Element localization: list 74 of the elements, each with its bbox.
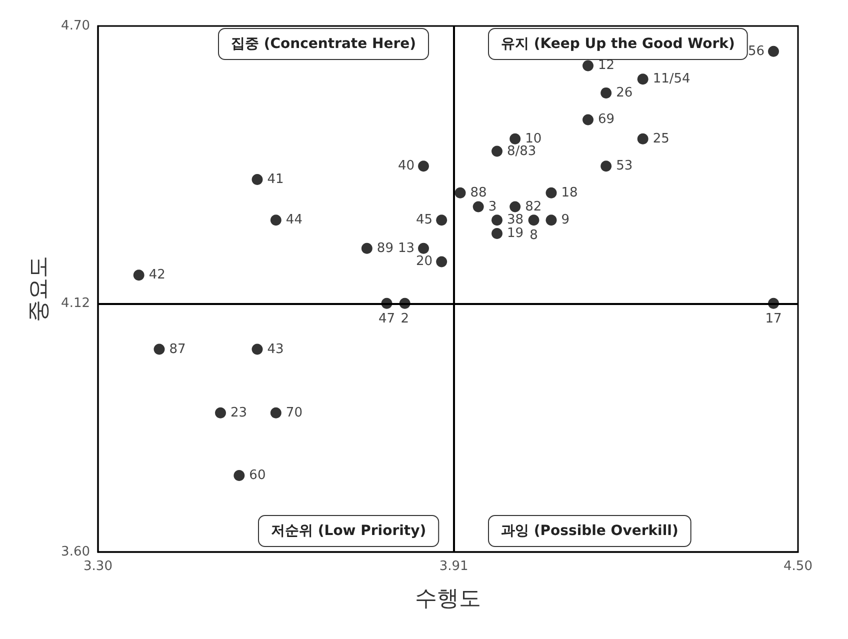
point	[270, 214, 282, 226]
point	[252, 174, 263, 185]
point	[234, 470, 245, 481]
point	[637, 74, 648, 85]
annotation: 89	[376, 240, 394, 256]
point	[418, 160, 429, 172]
point	[472, 201, 484, 212]
point	[154, 344, 165, 355]
annotation: 47	[378, 311, 396, 326]
point	[361, 242, 372, 254]
annotation: 40	[398, 158, 414, 174]
annotation: 53	[616, 158, 633, 174]
annotation: 13	[398, 240, 414, 256]
annotation: 42	[148, 268, 166, 283]
point	[133, 270, 144, 281]
point	[215, 407, 226, 418]
annotation: 과잉 (Possible Overkill)	[501, 523, 678, 539]
point	[454, 187, 466, 198]
annotation: 56	[748, 44, 764, 59]
annotation: 82	[525, 199, 542, 214]
annotation: 19	[507, 226, 524, 242]
point	[528, 214, 540, 226]
point	[637, 133, 648, 144]
point	[492, 146, 502, 157]
point	[600, 160, 612, 172]
annotation: 유지 (Keep Up the Good Work)	[501, 36, 735, 52]
point	[600, 87, 612, 98]
point	[492, 214, 502, 226]
annotation: 20	[416, 254, 433, 270]
point	[546, 214, 557, 226]
y-tick-label: 3.60	[61, 544, 90, 560]
annotation: 저순위 (Low Priority)	[271, 523, 426, 539]
point	[252, 344, 263, 355]
annotation: 3	[488, 199, 497, 214]
point	[582, 114, 594, 126]
point	[546, 187, 557, 198]
annotation: 88	[470, 185, 487, 200]
point	[510, 133, 521, 144]
annotation: 23	[230, 405, 248, 420]
annotation: 10	[525, 131, 542, 146]
point	[582, 60, 594, 72]
annotation: 25	[652, 131, 670, 146]
point	[418, 242, 429, 254]
annotation: 2	[400, 311, 409, 326]
annotation: 44	[286, 212, 302, 228]
point	[492, 228, 502, 240]
x-tick-label: 3.91	[439, 559, 468, 574]
point	[270, 407, 282, 418]
annotation: 17	[765, 311, 782, 326]
point	[768, 46, 779, 57]
point	[436, 256, 448, 268]
x-axis-title: 수행도	[415, 586, 481, 612]
annotation: 18	[561, 185, 578, 200]
annotation: 38	[507, 212, 524, 228]
point	[436, 214, 448, 226]
annotation: 9	[561, 212, 570, 228]
annotation: 45	[416, 212, 433, 228]
x-tick-label: 4.50	[784, 559, 812, 574]
y-tick-label: 4.12	[61, 296, 90, 311]
annotation: 집중 (Concentrate Here)	[231, 36, 416, 52]
y-axis-title: 중요도	[26, 256, 52, 322]
annotation: 41	[267, 172, 284, 187]
annotation: 8/83	[507, 144, 536, 159]
annotation: 11/54	[652, 72, 690, 87]
annotation: 43	[267, 342, 284, 357]
annotation: 87	[169, 342, 186, 357]
annotation: 70	[286, 405, 302, 420]
y-tick-label: 4.70	[61, 18, 90, 34]
point	[510, 201, 521, 212]
annotation: 69	[598, 112, 615, 128]
annotation: 8	[530, 228, 538, 244]
annotation: 60	[249, 468, 266, 483]
annotation: 26	[616, 85, 633, 100]
x-tick-label: 3.30	[84, 559, 112, 574]
